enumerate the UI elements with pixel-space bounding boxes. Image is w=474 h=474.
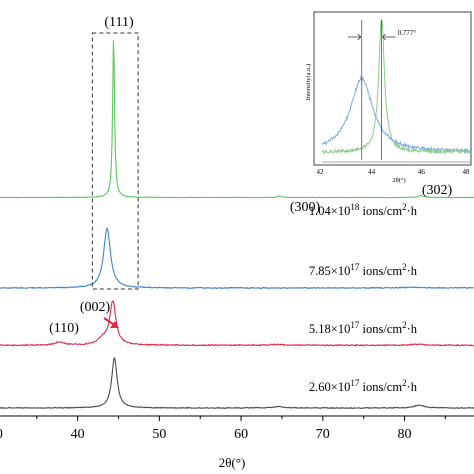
inset-x-tick-label-48: 48 bbox=[463, 168, 471, 176]
inset-shift-label: 0.777° bbox=[398, 29, 417, 37]
arrow-002-head bbox=[110, 321, 119, 328]
series-line-3 bbox=[0, 300, 474, 347]
series-layer: 1.04×1018 ions/cm2·h 7.85×1017 ions/cm2·h… bbox=[0, 40, 474, 410]
inset-chart: 0.777° 42 44 46 48 2θ(°) Intensity(a.u.) bbox=[305, 11, 472, 184]
series-label-1: 1.04×1018 ions/cm2·h bbox=[309, 202, 418, 218]
peak-annotation-5: (002) bbox=[80, 300, 111, 315]
x-tick-label-60: 60 bbox=[234, 427, 248, 442]
inset-arrow-left bbox=[347, 33, 362, 41]
series-line-4 bbox=[0, 356, 474, 410]
x-axis-label: 2θ(°) bbox=[219, 455, 246, 470]
x-tick-label-50: 50 bbox=[152, 427, 166, 442]
series-label-3: 5.18×1017 ions/cm2·h bbox=[309, 320, 418, 336]
highlight-box bbox=[91, 32, 139, 290]
series-label-2: 7.85×1017 ions/cm2·h bbox=[309, 262, 418, 278]
inset-y-axis-label: Intensity(a.u.) bbox=[305, 64, 312, 100]
inset-series-line-2 bbox=[321, 18, 472, 155]
peak-annotation-1: (111) bbox=[104, 15, 134, 30]
x-tick-label-40: 40 bbox=[71, 427, 85, 442]
x-tick-label-30: 30 bbox=[0, 427, 3, 442]
annotation-layer: (111) (300) (302) (110)(002) bbox=[49, 15, 452, 336]
inset-arrow-right bbox=[382, 33, 396, 41]
peak-annotation-2: (300) bbox=[290, 200, 321, 215]
inset-frame bbox=[313, 11, 472, 166]
x-tick-label-80: 80 bbox=[398, 427, 412, 442]
series-line-1 bbox=[0, 40, 474, 199]
series-line-2 bbox=[0, 227, 474, 290]
inset-x-tick-label-42: 42 bbox=[317, 168, 325, 176]
peak-annotation-3: (302) bbox=[422, 183, 453, 198]
x-axis: 30 40 50 60 70 80 bbox=[0, 415, 474, 442]
series-label-4: 2.60×1017 ions/cm2·h bbox=[309, 378, 418, 394]
inset-x-tick-label-46: 46 bbox=[418, 168, 426, 176]
peak-annotation-4: (110) bbox=[49, 321, 79, 336]
inset-x-axis-label: 2θ(°) bbox=[392, 177, 405, 184]
x-tick-label-70: 70 bbox=[316, 427, 330, 442]
inset-x-tick-label-44: 44 bbox=[368, 168, 376, 176]
